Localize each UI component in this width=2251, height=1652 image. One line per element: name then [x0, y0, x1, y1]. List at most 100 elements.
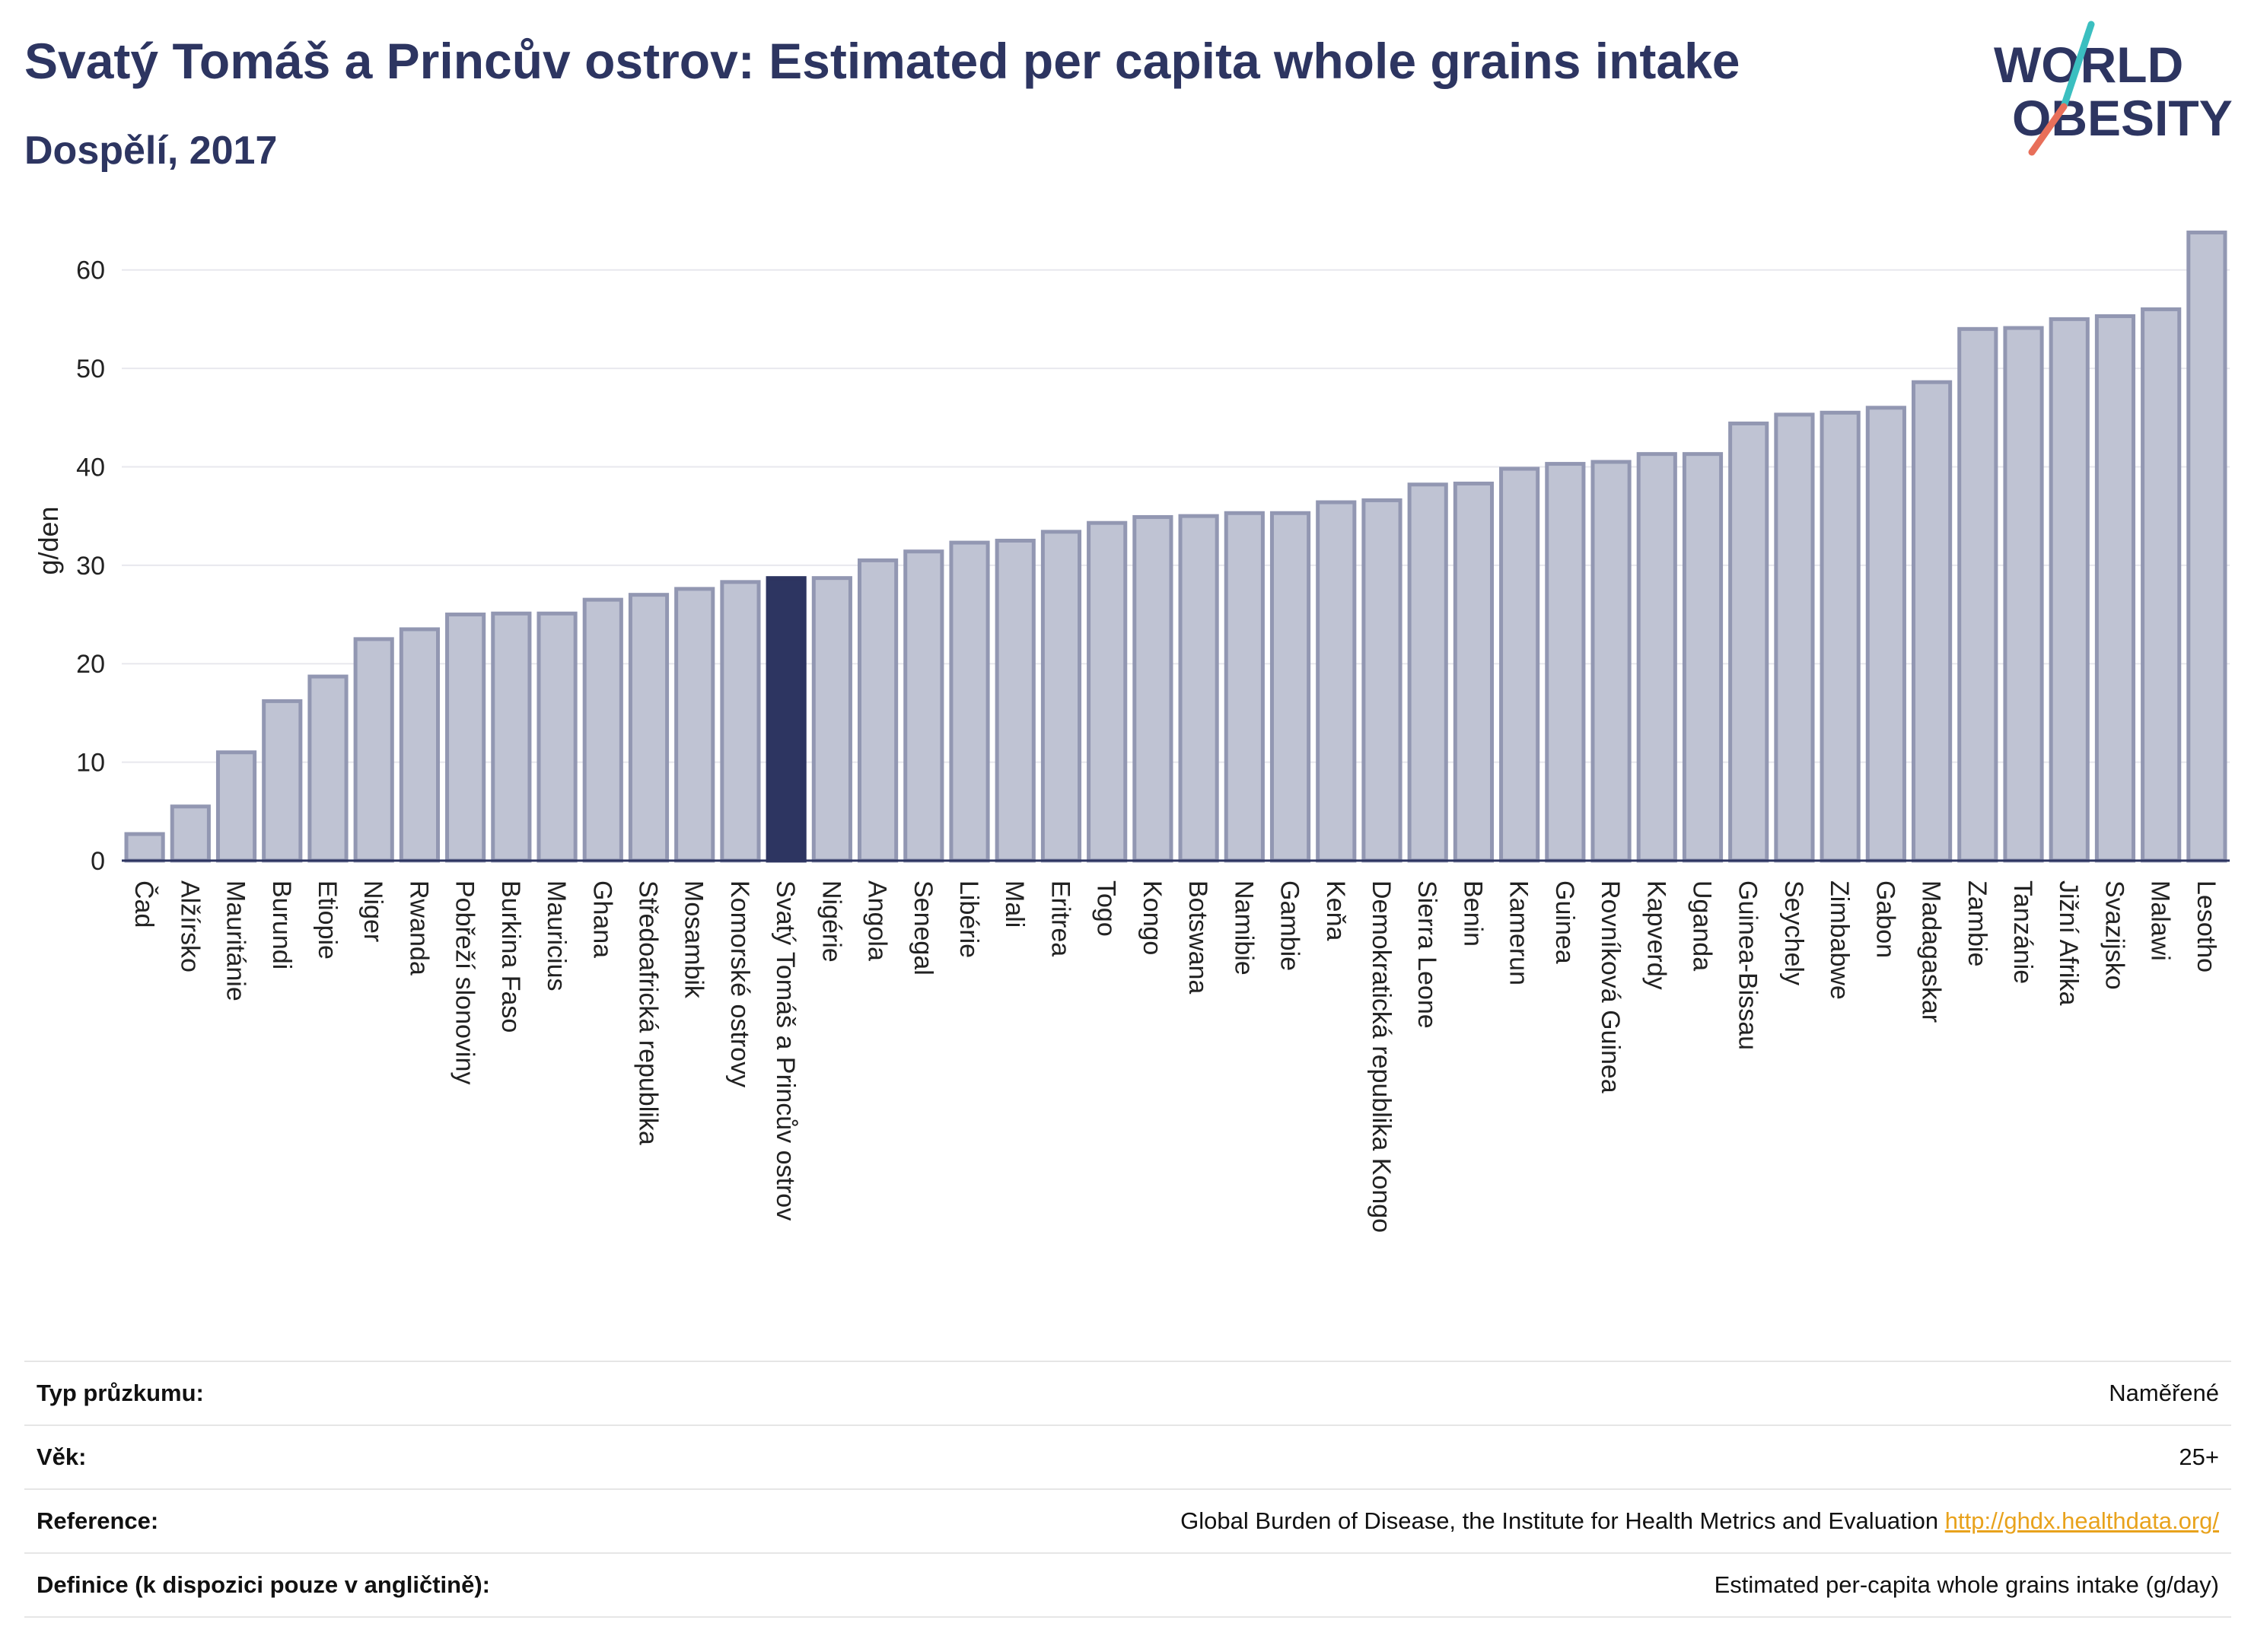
reference-link[interactable]: http://ghdx.healthdata.org/	[1944, 1507, 2219, 1534]
bar	[1132, 514, 1173, 863]
bar	[903, 549, 944, 863]
bar	[1499, 466, 1540, 863]
bar	[1040, 530, 1082, 863]
x-tick-label: Senegal	[909, 880, 938, 976]
world-obesity-logo: WORLD OBESITY	[1994, 21, 2233, 156]
x-tick-label: Malawi	[2146, 880, 2175, 961]
x-tick-label: Komorské ostrovy	[725, 880, 754, 1087]
x-tick-label: Rovníková Guinea	[1596, 880, 1625, 1093]
info-value: Global Burden of Disease, the Institute …	[1180, 1507, 2219, 1535]
bar	[170, 804, 211, 863]
y-tick-label: 0	[91, 847, 105, 876]
x-tick-label: Zambie	[1963, 880, 1992, 966]
bar	[720, 580, 761, 863]
x-tick-label: Togo	[1092, 880, 1121, 937]
bar	[1820, 410, 1861, 863]
x-tick-label: Botswana	[1183, 880, 1212, 994]
x-tick-label: Niger	[358, 880, 387, 942]
x-tick-label: Madagaskar	[1917, 880, 1946, 1023]
x-tick-label: Ghana	[587, 880, 616, 958]
x-tick-label: Sierra Leone	[1412, 880, 1441, 1029]
x-tick-label: Tanzánie	[2008, 880, 2037, 984]
bar	[2049, 317, 2090, 863]
x-tick-label: Burkina Faso	[496, 880, 525, 1033]
x-tick-label: Uganda	[1688, 880, 1717, 971]
bar	[766, 576, 807, 863]
logo-slash-coral-icon	[2028, 103, 2068, 156]
y-tick-label: 30	[76, 552, 105, 581]
bar	[582, 597, 623, 863]
x-tick-label: Jižní Afrika	[2054, 880, 2083, 1005]
info-label: Reference:	[37, 1507, 159, 1534]
info-row-reference: Reference: Global Burden of Disease, the…	[24, 1488, 2231, 1552]
info-label: Věk:	[37, 1444, 87, 1470]
info-value: Naměřené	[2109, 1380, 2219, 1406]
info-value: Estimated per-capita whole grains intake…	[1714, 1571, 2219, 1598]
x-tick-label: Rwanda	[404, 880, 433, 976]
x-tick-label: Kamerun	[1504, 880, 1533, 985]
logo-slash-teal-icon	[2060, 21, 2095, 110]
x-tick-label: Nigérie	[817, 880, 845, 963]
x-tick-label: Namibie	[1229, 880, 1258, 976]
x-tick-label: Guinea-Bissau	[1734, 880, 1762, 1050]
x-tick-label: Burundi	[267, 880, 296, 969]
x-tick-label: Libérie	[954, 880, 983, 958]
y-tick-label: 40	[76, 453, 105, 482]
info-table: Typ průzkumu: Naměřené Věk: 25+ Referenc…	[24, 1361, 2231, 1618]
bar	[1545, 462, 1586, 863]
x-tick-label: Eritrea	[1046, 880, 1075, 957]
x-tick-label: Gambie	[1275, 880, 1304, 971]
bar	[215, 750, 257, 863]
y-tick-label: 50	[76, 355, 105, 384]
y-tick-label: 60	[76, 256, 105, 285]
bar	[858, 558, 899, 863]
logo-line2: OBESITY	[2012, 90, 2233, 146]
reference-text: Global Burden of Disease, the Institute …	[1180, 1507, 1939, 1534]
bar	[1087, 520, 1128, 863]
bar	[307, 674, 349, 863]
bar	[811, 576, 852, 863]
info-row-age: Věk: 25+	[24, 1424, 2231, 1488]
chart-title: Svatý Tomáš a Princův ostrov: Estimated …	[24, 33, 1740, 89]
bar	[628, 593, 670, 863]
bar	[1407, 482, 1448, 863]
x-tick-label: Čad	[129, 880, 158, 928]
bar	[1453, 481, 1494, 863]
info-label: Definice (k dispozici pouze v angličtině…	[37, 1571, 490, 1598]
logo-line1: WORLD	[1994, 37, 2183, 93]
bar	[2141, 307, 2182, 863]
chart-subtitle: Dospělí, 2017	[24, 129, 278, 173]
x-tick-label: Gabon	[1871, 880, 1899, 958]
bar	[1865, 406, 1906, 863]
bar	[353, 637, 394, 863]
x-tick-label: Lesotho	[2192, 880, 2221, 972]
info-row-survey-type: Typ průzkumu: Naměřené	[24, 1361, 2231, 1424]
info-row-definition: Definice (k dispozici pouze v angličtině…	[24, 1552, 2231, 1618]
x-tick-label: Mali	[1000, 880, 1029, 928]
x-tick-label: Keňa	[1321, 880, 1350, 941]
bar	[1912, 380, 1953, 863]
x-tick-label: Kapverdy	[1641, 880, 1670, 990]
bar	[674, 587, 715, 863]
bar	[262, 699, 303, 863]
x-tick-label: Alžírsko	[175, 880, 204, 972]
x-tick-label: Středoafrická republika	[634, 880, 663, 1145]
x-tick-label: Pobřeží slonoviny	[451, 880, 479, 1084]
bar	[536, 611, 578, 863]
bar	[1361, 498, 1402, 863]
info-label: Typ průzkumu:	[37, 1380, 204, 1406]
x-tick-label: Mauritánie	[221, 880, 250, 1001]
bar	[1774, 412, 1815, 863]
bar	[2094, 314, 2136, 863]
info-value: 25+	[2179, 1444, 2219, 1470]
bar	[2186, 231, 2227, 863]
bar	[2003, 326, 2044, 863]
bar	[1178, 514, 1219, 863]
bar	[1590, 460, 1632, 863]
bar	[1224, 511, 1265, 863]
x-tick-label: Demokratická republika Kongo	[1367, 880, 1396, 1233]
bar	[1636, 452, 1677, 863]
x-tick-label: Etiopie	[313, 880, 342, 960]
bar	[1269, 511, 1311, 863]
bar	[995, 539, 1036, 863]
